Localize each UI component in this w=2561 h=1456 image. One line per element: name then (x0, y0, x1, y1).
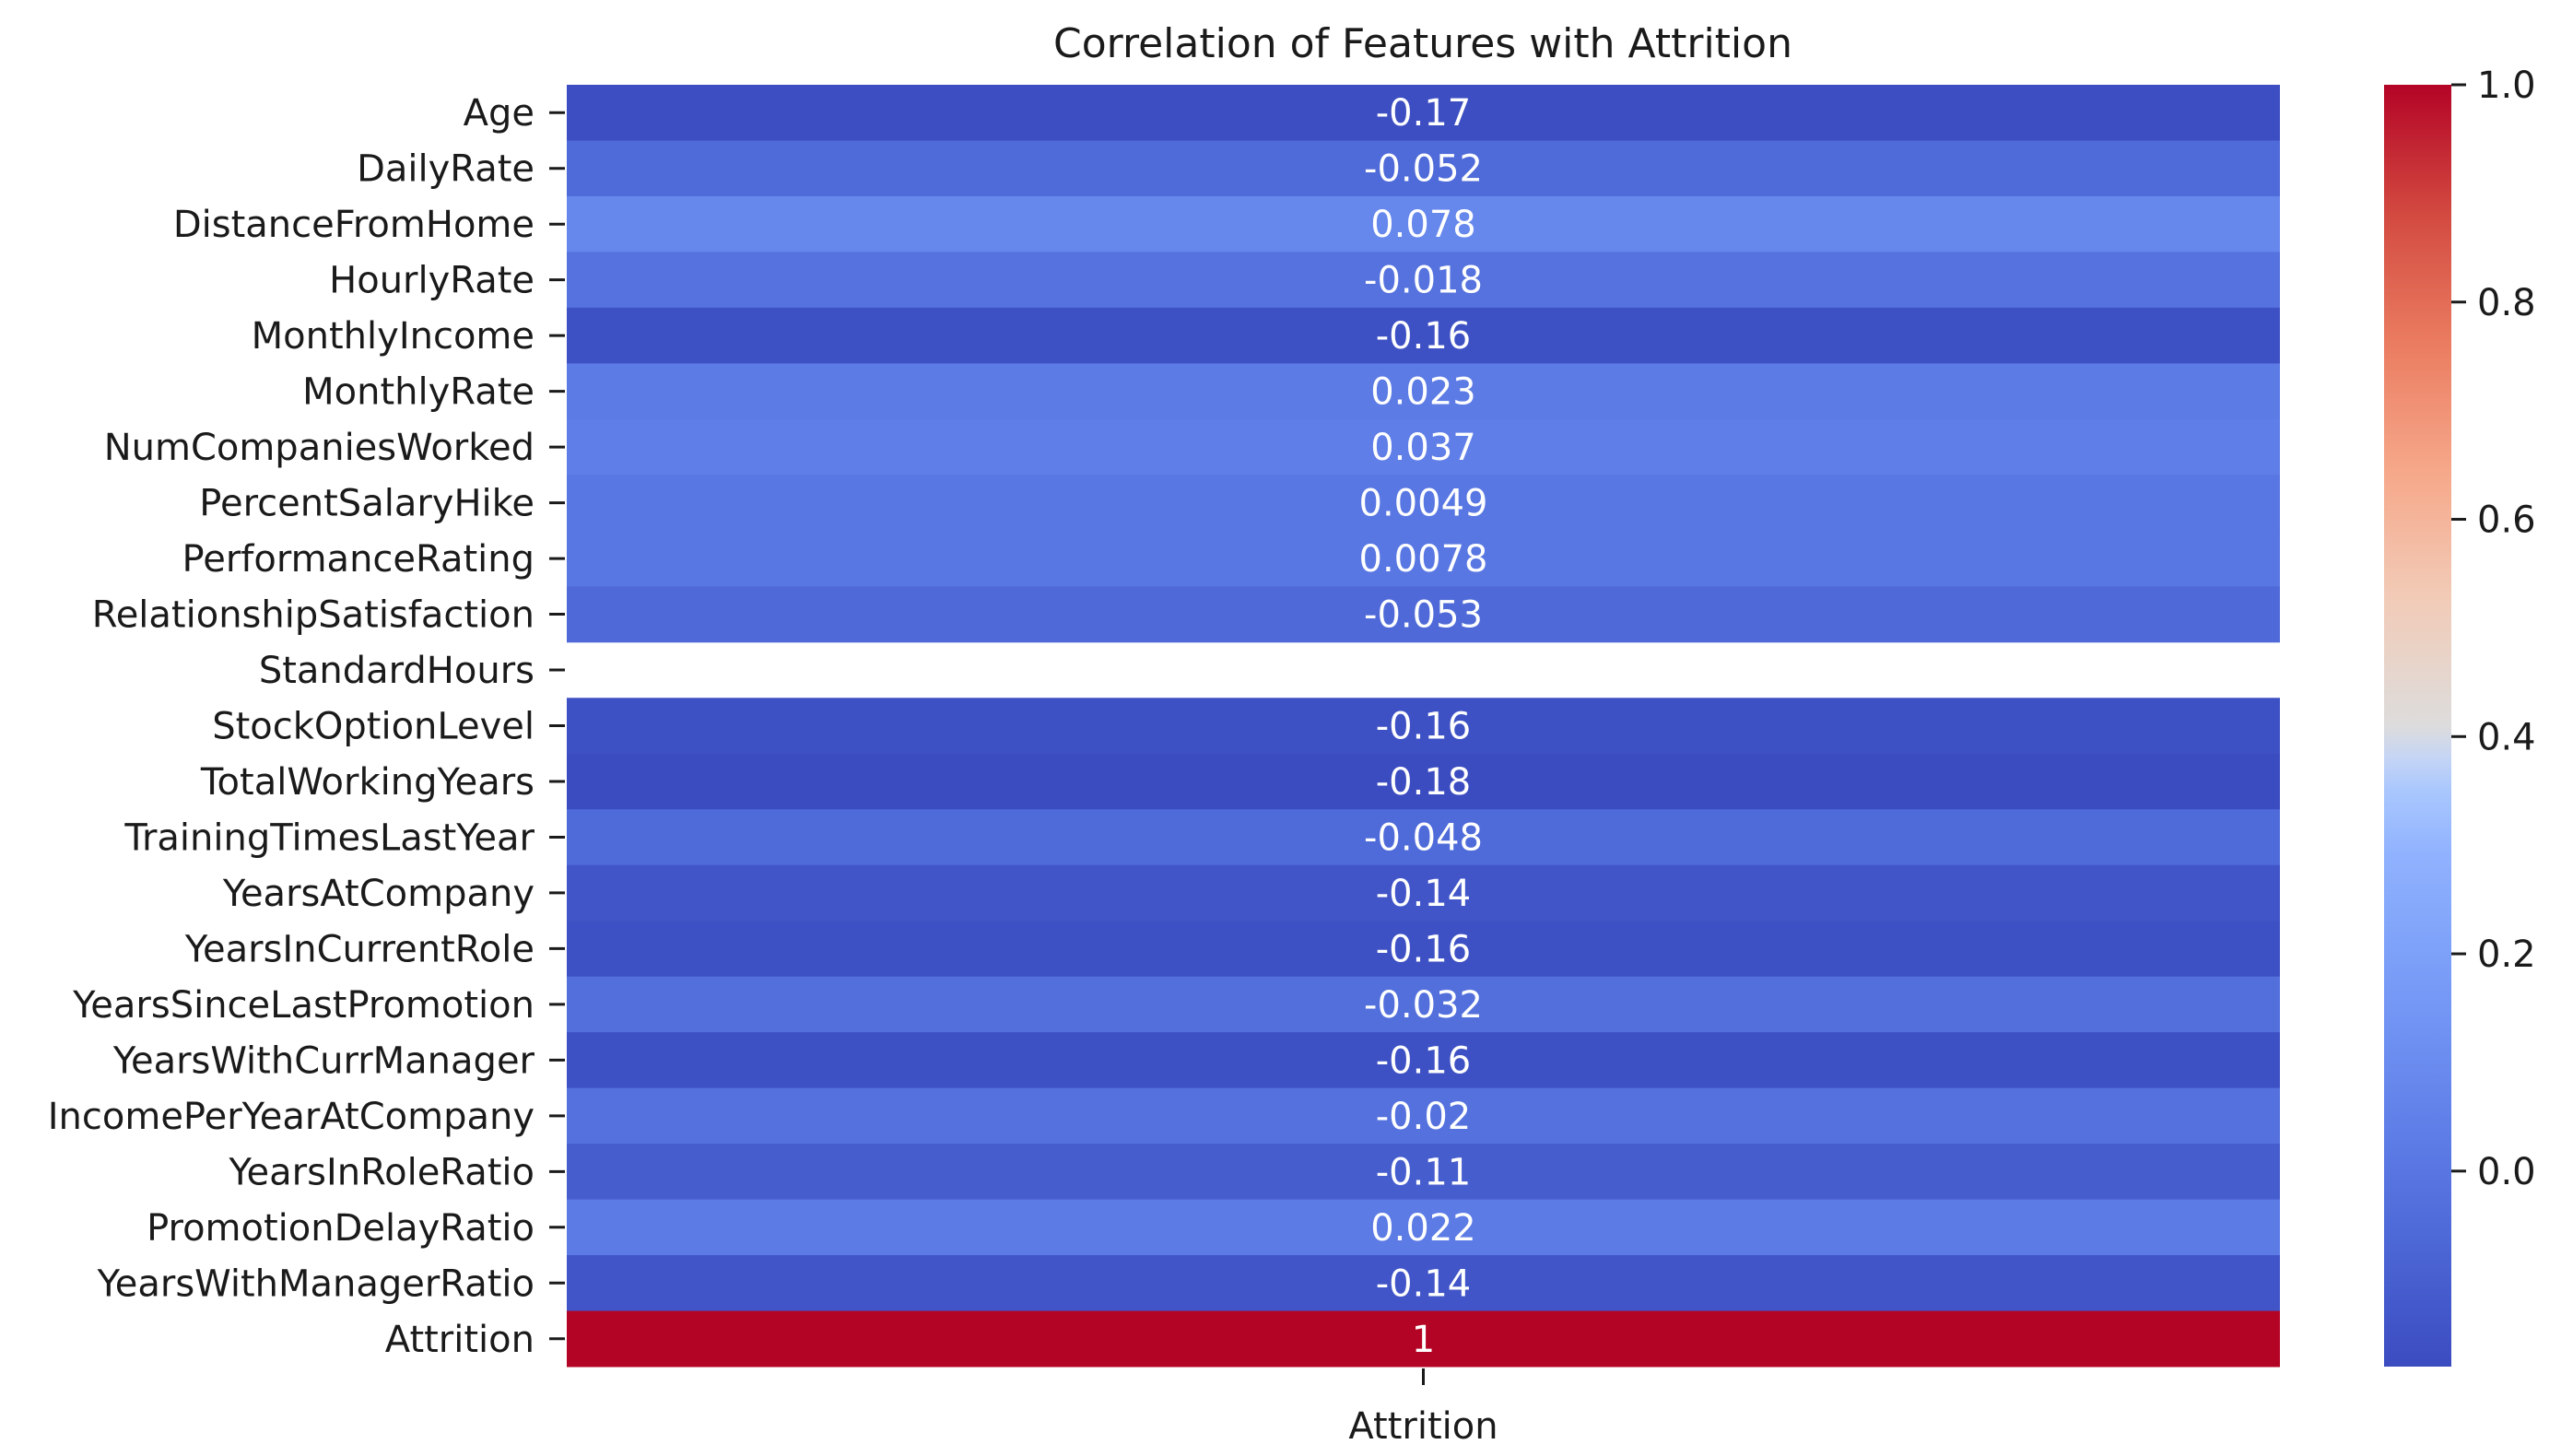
cell-value-label: -0.02 (1376, 1096, 1472, 1138)
cell-value-label: -0.052 (1364, 148, 1483, 191)
chart-title: Correlation of Features with Attrition (1053, 20, 1792, 67)
cell-value-label: -0.032 (1364, 984, 1483, 1027)
cell-value-label: -0.16 (1376, 1039, 1472, 1082)
heatmap-cell (567, 418, 2280, 476)
heatmap-cell (567, 252, 2280, 309)
heatmap-cell (567, 586, 2280, 643)
heatmap-cell (567, 921, 2280, 978)
heatmap-cell (567, 85, 2280, 141)
cell-value-label: 0.022 (1370, 1207, 1476, 1250)
row-tick-label: TotalWorkingYears (200, 761, 535, 804)
cell-value-label: 0.023 (1370, 371, 1476, 414)
colorbar-tick-label: 0.6 (2477, 499, 2536, 542)
column-tick-label: Attrition (1348, 1405, 1498, 1448)
row-tick-label: YearsInCurrentRole (184, 928, 535, 970)
cell-value-label: -0.16 (1376, 315, 1472, 358)
colorbar-tick-label: 0.0 (2477, 1151, 2536, 1193)
row-tick-label: RelationshipSatisfaction (92, 594, 535, 637)
colorbar-tick-label: 1.0 (2477, 65, 2536, 107)
row-tick-label: PercentSalaryHike (199, 483, 535, 525)
cell-value-label: -0.17 (1376, 92, 1472, 135)
row-tick-label: YearsSinceLastPromotion (72, 984, 535, 1027)
row-tick-label: Attrition (385, 1319, 535, 1361)
cell-value-label: -0.18 (1376, 761, 1472, 804)
heatmap-cell (567, 195, 2280, 252)
heatmap-cell (567, 864, 2280, 922)
heatmap-cell (567, 530, 2280, 587)
cell-value-label: 0.0078 (1359, 538, 1488, 581)
heatmap-cell (567, 1087, 2280, 1145)
cell-value-label: 1 (1412, 1319, 1435, 1361)
row-tick-label: YearsWithCurrManager (112, 1039, 535, 1082)
cell-value-label: -0.053 (1364, 594, 1483, 637)
heatmap-cell (567, 475, 2280, 532)
heatmap-cell (567, 1032, 2280, 1089)
row-tick-label: HourlyRate (329, 260, 535, 302)
colorbar-tick-label: 0.8 (2477, 282, 2536, 324)
heatmap-cell (567, 307, 2280, 364)
column-labels: Attrition (1348, 1368, 1498, 1448)
heatmap-cell (567, 976, 2280, 1033)
heatmap-cell (567, 1144, 2280, 1201)
row-tick-label: NumCompaniesWorked (104, 427, 535, 469)
row-tick-label: YearsAtCompany (222, 873, 535, 915)
heatmap-cell (567, 1199, 2280, 1256)
cell-value-label: -0.11 (1376, 1151, 1472, 1193)
row-tick-label: StandardHours (259, 650, 535, 692)
colorbar-gradient (2384, 85, 2451, 1367)
row-tick-label: YearsWithManagerRatio (97, 1262, 535, 1305)
cell-value-label: 0.0049 (1359, 483, 1488, 525)
row-tick-label: TrainingTimesLastYear (123, 816, 535, 859)
colorbar-tick-label: 0.2 (2477, 933, 2536, 976)
row-tick-label: Age (464, 92, 535, 135)
heatmap-cell (567, 1255, 2280, 1312)
row-tick-label: DailyRate (357, 148, 535, 191)
heatmap-cell (567, 140, 2280, 197)
row-tick-label: MonthlyRate (302, 371, 535, 414)
cell-value-label: -0.048 (1364, 816, 1483, 859)
row-tick-label: YearsInRoleRatio (228, 1151, 535, 1193)
heatmap-cells: -0.17 -0.052 0.078 -0.018 -0.16 0.023 0.037 0.0… (567, 85, 2280, 1368)
colorbar-tick-label: 0.4 (2477, 716, 2536, 758)
row-tick-label: IncomePerYearAtCompany (48, 1096, 535, 1138)
cell-value-label: -0.14 (1376, 1262, 1472, 1305)
colorbar: 0.0 0.2 0.4 0.6 0.8 1.0 (2384, 65, 2536, 1367)
heatmap-cell (567, 753, 2280, 810)
cell-value-label: 0.037 (1370, 427, 1476, 469)
cell-value-label: -0.14 (1376, 873, 1472, 915)
row-tick-label: PromotionDelayRatio (147, 1207, 535, 1250)
heatmap-cell (567, 809, 2280, 866)
cell-value-label: -0.018 (1364, 260, 1483, 302)
row-tick-label: StockOptionLevel (212, 706, 535, 748)
cell-value-label: -0.16 (1376, 928, 1472, 970)
heatmap-cell (567, 1310, 2280, 1368)
cell-value-label: -0.16 (1376, 706, 1472, 748)
row-labels: Age DailyRate DistanceFromHome HourlyRate Mo… (48, 92, 565, 1361)
row-tick-label: PerformanceRating (182, 538, 535, 581)
cell-value-label: 0.078 (1370, 204, 1476, 246)
heatmap-cell (567, 363, 2280, 420)
row-tick-label: DistanceFromHome (173, 204, 535, 246)
heatmap-cell (567, 698, 2280, 755)
row-tick-label: MonthlyIncome (252, 315, 535, 358)
